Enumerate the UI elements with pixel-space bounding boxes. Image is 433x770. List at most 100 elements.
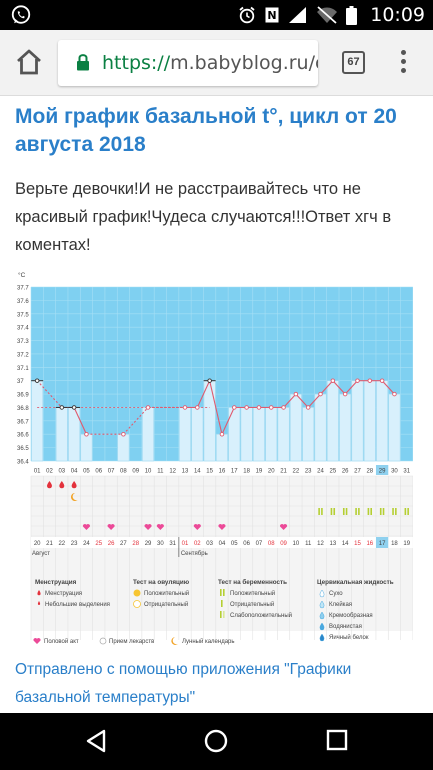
pregnancy-test-bar: [321, 508, 323, 515]
date-label: 03: [206, 541, 213, 547]
tab-switcher-button[interactable]: 67: [342, 51, 365, 74]
date-label: 15: [354, 541, 361, 547]
temperature-bar: [80, 433, 93, 462]
y-axis-unit: °C: [18, 271, 26, 279]
date-label: 23: [71, 541, 78, 547]
legend-pregnancy-item: Слабоположительный: [230, 612, 292, 619]
legend-menstruation-item: Небольшие выделения: [45, 602, 110, 608]
temperature-line-segment: [283, 393, 297, 408]
pregnancy-test-bar: [370, 508, 372, 515]
temperature-bar: [203, 380, 216, 462]
menstruation-drop: [59, 481, 65, 489]
date-label: 02: [194, 541, 201, 547]
legend-menstruation-title: Менструация: [35, 579, 77, 586]
bbt-chart-svg: 37.7 37.6 37.5 37.4 37.3 37.2 37.1 37 36.9 36.8 36…: [17, 271, 414, 645]
pregnancy-test-bar: [392, 508, 394, 515]
temperature-bar: [216, 433, 228, 462]
temperature-line-segment: [320, 380, 334, 395]
temperature-point: [34, 378, 40, 383]
date-label: 31: [169, 541, 176, 547]
cycle-day-label: 05: [83, 469, 90, 475]
signal-icon: [289, 7, 307, 23]
pregnancy-test-bar: [382, 508, 385, 515]
cycle-day-label: 15: [206, 469, 213, 475]
date-label: 18: [391, 541, 398, 547]
month-label-start: Август: [32, 551, 50, 557]
page-content: Мой график базальной t°, цикл от 20 авгу…: [0, 96, 433, 713]
cycle-day-label: 23: [305, 469, 312, 475]
legend-fluid-icon: [319, 600, 325, 609]
temperature-point: [219, 431, 225, 437]
temperature-point: [145, 405, 151, 410]
cycle-day-label: 06: [95, 469, 102, 475]
temperature-line-segment: [307, 393, 321, 408]
home-circle-icon[interactable]: [204, 729, 228, 753]
temperature-bar: [363, 380, 376, 462]
home-icon[interactable]: [14, 47, 44, 77]
temperature-point: [293, 391, 299, 397]
legend-bottom-item: Лунный календарь: [182, 638, 235, 645]
temperature-bar: [191, 407, 204, 462]
intercourse-heart: [193, 524, 201, 530]
back-icon[interactable]: [84, 729, 108, 753]
post-title[interactable]: Мой график базальной t°, цикл от 20 авгу…: [15, 105, 397, 156]
intercourse-heart: [280, 524, 288, 530]
intercourse-heart: [82, 524, 90, 530]
pregnancy-test-bar: [333, 508, 336, 515]
temperature-bar: [388, 393, 401, 462]
lock-icon: [77, 54, 89, 71]
temperature-line-segment: [221, 407, 235, 435]
cycle-day-label: 22: [293, 469, 300, 475]
temperature-bar: [314, 393, 327, 462]
temperature-point: [195, 405, 200, 410]
temperature-line-segment: [73, 407, 87, 435]
date-label: 20: [34, 541, 41, 547]
cycle-day-label: 07: [108, 469, 115, 475]
legend-fluid-icon: [319, 589, 325, 598]
url-bar[interactable]: https://m.babyblog.ru/cc: [58, 40, 318, 86]
legend-fluid-title: Цервикальная жидкость: [317, 579, 394, 586]
temperature-line-segment: [332, 380, 346, 395]
temperature-bar: [326, 380, 339, 462]
cycle-day-label: 30: [391, 469, 398, 475]
temperature-point: [71, 405, 77, 410]
date-label: 25: [95, 541, 102, 547]
temperature-point: [84, 431, 89, 437]
temperature-point: [59, 405, 65, 410]
date-label: 24: [83, 541, 90, 547]
cycle-day-label: 31: [403, 469, 410, 475]
legend-menstruation-item: Менструация: [45, 591, 82, 597]
browser-toolbar: https://m.babyblog.ru/cc 67: [0, 30, 433, 96]
intercourse-heart: [144, 524, 152, 530]
date-label: 16: [366, 541, 373, 547]
date-label: 08: [268, 541, 275, 547]
recents-icon[interactable]: [326, 729, 348, 751]
temperature-point: [256, 405, 262, 410]
date-label: 05: [231, 541, 238, 547]
temperature-bar: [277, 407, 290, 462]
cycle-day-label: 27: [354, 469, 361, 475]
cycle-day-label: 14: [194, 469, 201, 475]
app-footer-link[interactable]: Отправлено с помощью приложения "Графики…: [15, 661, 352, 706]
pregnancy-test-bar: [330, 508, 333, 515]
cycle-day-label: 10: [145, 469, 152, 475]
temperature-line-segment: [209, 380, 223, 435]
temperature-line-segment: [196, 380, 211, 408]
date-label: 29: [145, 541, 152, 547]
date-label: 07: [256, 541, 263, 547]
legend-pregnancy-item: Отрицательный: [230, 601, 274, 608]
y-tick-label: 37.5: [17, 312, 29, 318]
moon-phase-icon: [70, 492, 78, 501]
cycle-day-label: 19: [256, 469, 263, 475]
menstruation-drop: [71, 481, 77, 489]
overflow-menu-icon[interactable]: [398, 50, 408, 76]
pregnancy-test-bar: [367, 508, 370, 515]
intercourse-heart: [156, 524, 164, 530]
temperature-point: [355, 378, 360, 383]
legend-pregnancy-weak-icon: [223, 611, 225, 618]
y-tick-label: 36.6: [17, 433, 29, 439]
intercourse-heart: [107, 524, 115, 530]
legend-ovulation-title: Тест на овуляцию: [133, 579, 190, 586]
temperature-line-segment: [381, 380, 395, 395]
nfc-icon: N: [265, 7, 279, 23]
